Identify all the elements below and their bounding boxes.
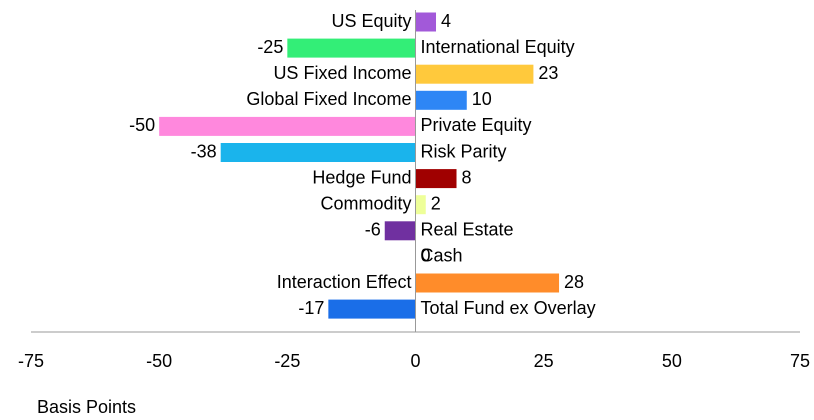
y-tick-label: US Fixed Income bbox=[273, 63, 411, 83]
y-tick-label: International Equity bbox=[421, 37, 575, 57]
bar bbox=[415, 169, 457, 189]
x-tick-label: -25 bbox=[274, 351, 300, 371]
y-tick-label: US Equity bbox=[331, 11, 411, 31]
y-tick-label: Interaction Effect bbox=[277, 272, 412, 292]
value-label: -38 bbox=[191, 141, 217, 161]
y-tick-label: Total Fund ex Overlay bbox=[421, 298, 596, 318]
bar bbox=[384, 221, 416, 241]
y-tick-label: Hedge Fund bbox=[312, 167, 411, 187]
value-label: 2 bbox=[431, 193, 441, 213]
bar bbox=[415, 12, 437, 32]
y-tick-label: Global Fixed Income bbox=[246, 89, 411, 109]
bar bbox=[415, 64, 534, 84]
bar bbox=[415, 90, 467, 110]
value-label: 0 bbox=[421, 246, 431, 266]
bar bbox=[220, 143, 416, 162]
bar bbox=[287, 38, 416, 58]
y-tick-label: Real Estate bbox=[421, 220, 514, 240]
x-tick-label: 25 bbox=[534, 351, 554, 371]
value-label: -17 bbox=[298, 298, 324, 318]
x-tick-label: 75 bbox=[790, 351, 810, 371]
value-label: 23 bbox=[538, 63, 558, 83]
y-tick-label: Commodity bbox=[320, 193, 411, 213]
value-label: 8 bbox=[462, 167, 472, 187]
x-tick-label: 50 bbox=[662, 351, 682, 371]
x-tick-label: -50 bbox=[146, 351, 172, 371]
value-label: -50 bbox=[129, 115, 155, 135]
y-tick-label: Cash bbox=[421, 246, 463, 266]
value-label: 4 bbox=[441, 11, 451, 31]
value-label: -6 bbox=[365, 220, 381, 240]
bar bbox=[415, 273, 560, 293]
bar bbox=[159, 116, 416, 136]
y-tick-label: Risk Parity bbox=[421, 141, 507, 161]
x-tick-label: -75 bbox=[18, 351, 44, 371]
x-tick-label: 0 bbox=[410, 351, 420, 371]
bar bbox=[328, 299, 416, 319]
value-label: 28 bbox=[564, 272, 584, 292]
x-axis-label: Basis Points bbox=[37, 397, 136, 417]
value-label: 10 bbox=[472, 89, 492, 109]
y-tick-label: Private Equity bbox=[421, 115, 532, 135]
value-label: -25 bbox=[257, 37, 283, 57]
bar bbox=[415, 195, 426, 215]
